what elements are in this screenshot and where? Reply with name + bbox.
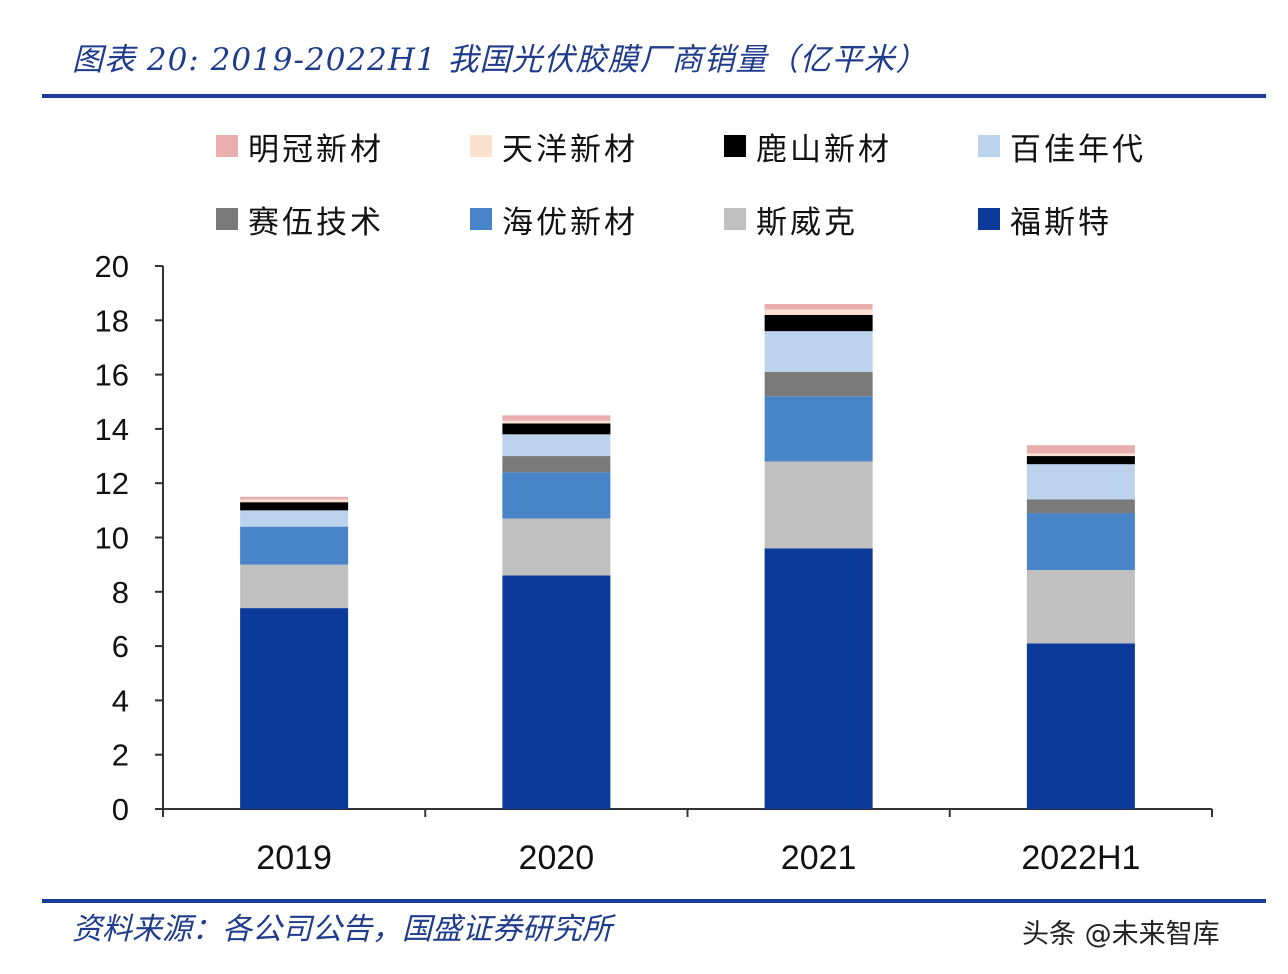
bar-segment (764, 396, 873, 462)
legend-swatch (978, 135, 1000, 157)
legend-swatch (470, 135, 492, 157)
legend-label: 明冠新材 (248, 131, 384, 168)
legend-label: 斯威克 (756, 204, 858, 241)
title-divider (42, 94, 1266, 98)
bar-segment (764, 314, 873, 332)
legend-swatch (216, 208, 238, 230)
legend-item: 海优新材 (470, 199, 638, 241)
bar-segment (240, 502, 349, 511)
legend-item: 天洋新材 (470, 126, 638, 168)
bar-segment (1026, 570, 1135, 644)
legend-swatch (724, 208, 746, 230)
bar-segment (502, 423, 611, 435)
bar-segment (240, 510, 349, 527)
legend-item: 福斯特 (978, 199, 1112, 241)
legend-label: 百佳年代 (1010, 131, 1146, 168)
y-tick-label: 2 (112, 738, 129, 773)
bar-segment (1026, 499, 1135, 514)
y-tick-label: 6 (112, 629, 129, 664)
y-tick-label: 4 (112, 683, 129, 718)
stacked-bar-chart: 0 2 4 6 8 10 12 14 16 18 20 2019 2020 2021 2022H1 (95, 249, 1213, 877)
legend-item: 鹿山新材 (724, 126, 892, 168)
bar-segment (764, 461, 873, 549)
y-tick-label: 18 (95, 303, 129, 338)
bar-segment (502, 420, 611, 424)
y-tick-label: 20 (95, 249, 129, 284)
bar-segment (1026, 513, 1135, 571)
bar-segment (240, 499, 349, 503)
x-category-label: 2019 (256, 839, 332, 877)
bar-segment (1026, 643, 1135, 809)
bar-segment (764, 371, 873, 397)
legend-item: 斯威克 (724, 199, 858, 241)
source-note: 资料来源：各公司公告，国盛证券研究所 (72, 912, 612, 947)
bar-segment (240, 564, 349, 609)
y-tick-label: 12 (95, 466, 129, 501)
y-tick-label: 0 (112, 792, 129, 827)
x-category-label: 2020 (519, 839, 595, 877)
bar-segment (1026, 445, 1135, 454)
bar-segment (240, 608, 349, 809)
y-tick-label: 10 (95, 521, 129, 556)
bar-segment (240, 496, 349, 500)
bar-segment (502, 575, 611, 809)
y-tick-label: 14 (95, 412, 129, 447)
bar-segment (764, 331, 873, 372)
legend-label: 天洋新材 (502, 131, 638, 168)
footer-divider (42, 899, 1266, 903)
legend-item: 明冠新材 (216, 126, 384, 168)
bar-segment (502, 472, 611, 519)
bar-segment (502, 415, 611, 421)
legend-item: 百佳年代 (978, 126, 1146, 168)
bar-segment (764, 304, 873, 310)
legend-swatch (470, 208, 492, 230)
bar-segment (1026, 453, 1135, 457)
legend-swatch (978, 208, 1000, 230)
x-category-label: 2021 (781, 839, 857, 877)
watermark: 头条 @未来智库 (1022, 919, 1220, 950)
bar-segment (502, 518, 611, 576)
legend-swatch (724, 135, 746, 157)
bar-segment (764, 309, 873, 315)
legend-label: 福斯特 (1010, 204, 1112, 241)
legend-swatch (216, 135, 238, 157)
legend-label: 赛伍技术 (248, 204, 384, 241)
bar-segment (764, 548, 873, 809)
y-tick-label: 8 (112, 575, 129, 610)
bar-segment (502, 434, 611, 457)
bar-segment (1026, 456, 1135, 465)
x-category-label: 2022H1 (1021, 839, 1140, 877)
chart-title: 图表 20: 2019-2022H1 我国光伏胶膜厂商销量（亿平米） (72, 42, 928, 78)
bar-segment (502, 456, 611, 473)
y-tick-label: 16 (95, 358, 129, 393)
legend-item: 赛伍技术 (216, 199, 384, 241)
bar-segment (1026, 464, 1135, 500)
legend-label: 鹿山新材 (756, 131, 892, 168)
legend-label: 海优新材 (502, 204, 638, 241)
bar-segment (240, 526, 349, 565)
